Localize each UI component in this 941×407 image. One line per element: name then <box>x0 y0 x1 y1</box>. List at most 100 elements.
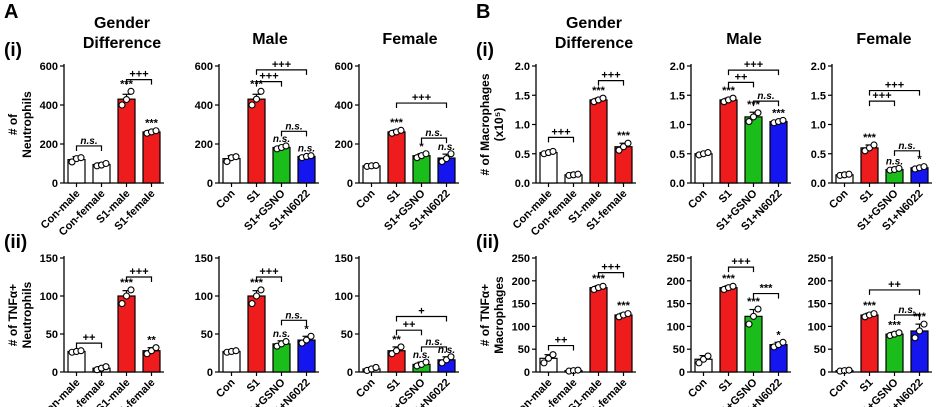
data-point <box>845 366 853 374</box>
bracket-label: +++ <box>551 126 570 138</box>
data-point <box>574 170 582 178</box>
bracket-label: +++ <box>601 70 620 82</box>
bar-significance-label: * <box>304 323 309 335</box>
comparison-bracket <box>255 69 308 75</box>
bar-significance-label: *** <box>145 117 159 129</box>
column-title-a-gender-2: Difference <box>83 35 161 52</box>
data-point <box>745 320 753 328</box>
x-tick-label: Con <box>827 376 851 400</box>
y-tick-label: 600 <box>40 61 58 73</box>
data-point <box>127 87 135 95</box>
data-point <box>729 282 737 290</box>
bar-significance-label: * <box>419 141 424 153</box>
bar-significance-label: *** <box>390 117 404 129</box>
x-tick-label: S1 <box>385 377 403 395</box>
bracket-label: n.s. <box>80 136 97 147</box>
data-point <box>397 343 405 351</box>
data-point <box>619 143 628 151</box>
data-point <box>704 352 712 360</box>
data-point <box>870 310 878 318</box>
data-point <box>372 161 380 169</box>
bracket-label: *** <box>760 283 774 295</box>
bracket-label: n.s. <box>425 337 442 348</box>
chart-a-1: 0200400600Con***S1n.s.S1+GSNOn.s.S1+N602… <box>195 59 319 233</box>
bracket-label: +++ <box>259 266 278 278</box>
y-tick-label: 250 <box>808 253 826 265</box>
bracket-label: n.s. <box>285 121 302 132</box>
bar-significance-label: n.s. <box>438 142 455 153</box>
data-point <box>232 153 240 161</box>
y-tick-label: 0 <box>52 367 58 379</box>
chart-a-4: 050100150Con***S1n.s.S1+GSNO*S1+N6022+++… <box>195 253 319 407</box>
bar <box>387 131 406 184</box>
comparison-bracket <box>395 329 423 336</box>
data-point <box>920 320 928 328</box>
y-tick-label: 150 <box>335 253 353 265</box>
comparison-bracket <box>547 136 575 143</box>
y-tick-label: 250 <box>512 253 530 265</box>
bar-significance-label: *** <box>863 132 877 144</box>
bar <box>247 98 266 184</box>
data-point <box>282 142 290 150</box>
comparison-bracket <box>280 319 308 326</box>
y-axis-label: Neutrophils <box>20 91 34 158</box>
data-point <box>118 101 126 109</box>
comparison-bracket <box>893 150 921 156</box>
data-point <box>307 332 315 340</box>
y-tick-label: 50 <box>814 344 826 356</box>
data-point <box>257 286 265 294</box>
y-tick-label: 200 <box>40 139 58 151</box>
bar-significance-label: ** <box>392 334 401 346</box>
bar-significance-label: ** <box>147 335 156 347</box>
y-tick-label: 0 <box>679 367 685 379</box>
y-tick-label: 50 <box>518 344 530 356</box>
x-tick-label: S1 <box>858 188 876 206</box>
bracket-label: ++ <box>888 279 901 291</box>
data-point <box>302 336 311 344</box>
chart-b-6: 0.00.51.01.52.0# of Macrophages (x10⁵)Con… <box>478 61 636 238</box>
comparison-bracket <box>125 79 153 85</box>
bracket-label: +++ <box>885 80 904 92</box>
bracket-label: +++ <box>412 92 431 104</box>
data-point <box>307 152 315 160</box>
y-axis-label: # of TNFα+ <box>6 284 20 346</box>
data-point <box>447 353 455 361</box>
y-tick-label: 100 <box>808 321 826 333</box>
data-point <box>248 300 256 308</box>
data-point <box>544 354 553 362</box>
comparison-bracket <box>597 80 625 86</box>
bar-significance-label: *** <box>592 273 606 285</box>
x-tick-label: Con <box>686 376 710 400</box>
comparison-bracket <box>255 276 283 282</box>
y-tick-label: 0 <box>820 367 826 379</box>
comparison-bracket <box>727 266 755 273</box>
x-tick-label: S1 <box>245 188 263 206</box>
bracket-label: +++ <box>872 90 891 102</box>
data-point <box>77 347 85 355</box>
data-point <box>223 158 231 166</box>
data-point <box>599 282 607 290</box>
bar-significance-label: *** <box>722 273 736 285</box>
panel-letter-a: A <box>4 1 18 23</box>
y-tick-label: 0.5 <box>811 149 826 161</box>
y-tick-label: 50 <box>673 344 685 356</box>
x-tick-label: S1 <box>858 377 876 395</box>
row-label-a-ii: (ii) <box>4 232 27 253</box>
data-point <box>252 95 261 103</box>
bar <box>589 287 608 373</box>
y-tick-label: 50 <box>46 329 58 341</box>
data-point <box>232 347 240 355</box>
column-title-b-male: Male <box>726 31 762 48</box>
comparison-bracket <box>752 292 780 299</box>
data-point <box>540 359 548 367</box>
data-point <box>779 116 787 124</box>
column-title-a-male: Male <box>252 31 288 48</box>
x-tick-label: S1 <box>717 377 735 395</box>
y-tick-label: 0.5 <box>515 149 530 161</box>
comparison-bracket <box>547 344 575 351</box>
comparison-bracket <box>893 314 921 320</box>
bar-significance-label: n.s. <box>273 329 290 340</box>
bracket-label: +++ <box>601 262 620 274</box>
